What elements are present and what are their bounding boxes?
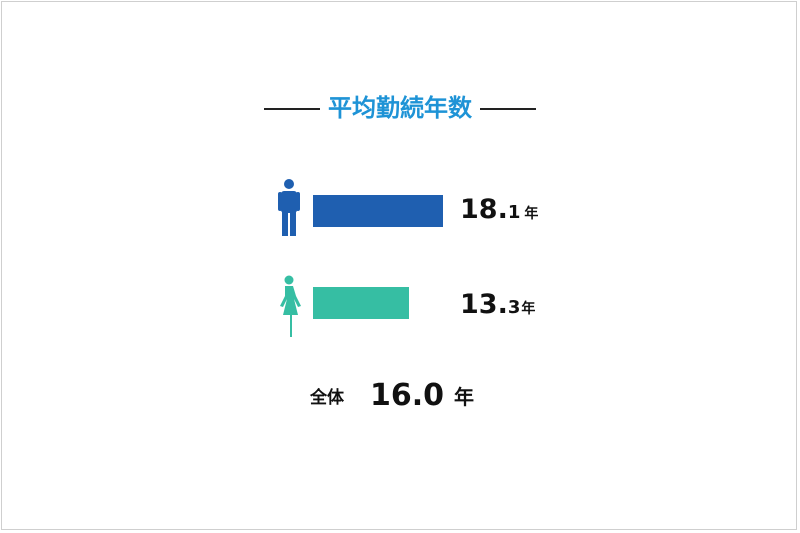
value-unit: 年 — [524, 206, 539, 222]
row-female: 13.3年 — [0, 275, 800, 337]
male-icon — [278, 179, 300, 236]
value-dec: 3 — [507, 297, 521, 318]
row-male: 18.1 年 — [0, 178, 800, 238]
value-label-male: 18.1 年 — [460, 194, 538, 225]
title-line-left — [264, 108, 320, 110]
chart-title: 平均勤続年数 — [0, 88, 800, 128]
bar-male — [313, 195, 443, 227]
value-label-female: 13.3年 — [460, 289, 535, 320]
female-icon — [280, 275, 301, 337]
title-text: 平均勤続年数 — [328, 94, 472, 122]
total: 全体 16.0 年 — [310, 378, 474, 413]
value-unit: 年 — [521, 301, 536, 317]
total-unit: 年 — [454, 385, 475, 409]
total-label: 全体 — [310, 388, 344, 408]
title-line-right — [480, 108, 536, 110]
value-int: 13. — [460, 289, 508, 320]
bar-female — [313, 287, 409, 319]
total-value: 16.0 — [370, 378, 445, 413]
value-dec: 1 — [507, 202, 521, 223]
value-int: 18. — [460, 194, 508, 225]
